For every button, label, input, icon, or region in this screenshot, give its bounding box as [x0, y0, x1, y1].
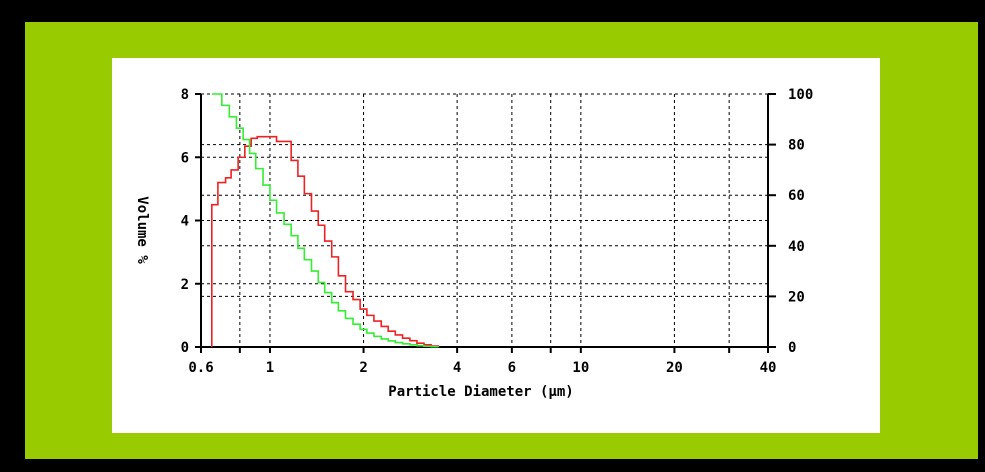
y2-tick-label: 40 [788, 239, 805, 255]
y2-tick-label: 20 [788, 289, 805, 305]
y2-tick-labels: 0 20 40 60 80 100 [788, 87, 813, 356]
y-tick-label: 2 [181, 277, 189, 293]
y-tick-label: 0 [181, 340, 189, 356]
x-axis-label: Particle Diameter (μm) [388, 384, 573, 400]
particle-size-chart: 0.6 1 2 4 6 10 20 40 0 2 4 6 8 0 20 40 60 80 100 Particl… [134, 87, 813, 400]
x-tick-labels: 0.6 1 2 4 6 10 20 40 [188, 360, 776, 376]
y-tick-label: 8 [181, 87, 189, 103]
x-tick-label: 0.6 [188, 360, 213, 376]
series-lines [211, 93, 440, 348]
y-tick-label: 4 [181, 214, 189, 230]
y-tick-labels: 0 2 4 6 8 [181, 87, 189, 356]
x-tick-label: 1 [266, 360, 274, 376]
volume-distribution-line [211, 135, 440, 347]
cumulative-undersize-line [211, 93, 440, 348]
x-tick-label: 10 [572, 360, 589, 376]
grid-lines [201, 93, 769, 347]
x-tick-label: 20 [666, 360, 683, 376]
y2-tick-label: 60 [788, 188, 805, 204]
y2-tick-label: 80 [788, 138, 805, 154]
y-axis-label: Volume % [134, 196, 150, 264]
chart-card: 0.6 1 2 4 6 10 20 40 0 2 4 6 8 0 20 40 60 80 100 Particl… [112, 58, 880, 433]
x-tick-label: 40 [760, 360, 777, 376]
x-tick-label: 6 [508, 360, 516, 376]
x-tick-label: 4 [453, 360, 461, 376]
y2-tick-label: 100 [788, 87, 813, 103]
y-tick-label: 6 [181, 150, 189, 166]
x-tick-label: 2 [359, 360, 367, 376]
y2-tick-label: 0 [788, 340, 796, 356]
axes-frame [195, 93, 776, 353]
